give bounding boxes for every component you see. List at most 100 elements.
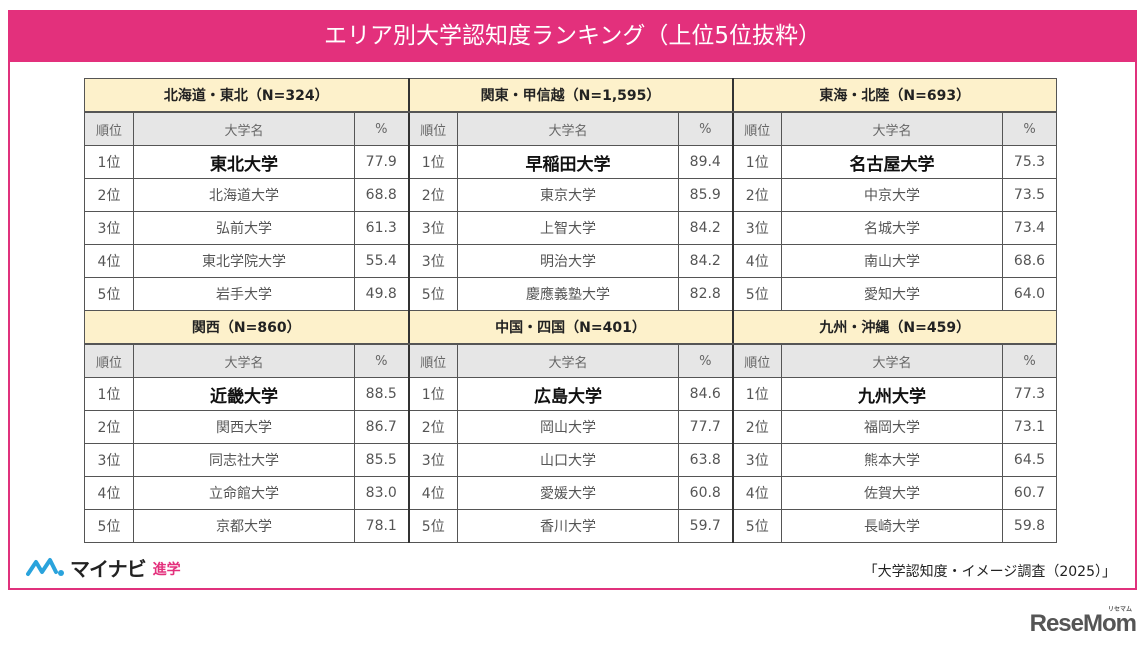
rank-cell: 4位 [407,476,458,510]
university-name-cell: 名城大学 [781,211,1003,245]
rank-cell: 4位 [731,476,782,510]
rank-cell: 1位 [731,377,782,411]
resemom-watermark: ReseMom リセマム [1030,607,1137,638]
percent-cell: 82.8 [678,277,733,311]
percent-cell: 60.8 [678,476,733,510]
percent-cell: 64.5 [1001,443,1058,477]
rank-cell: 5位 [84,509,134,543]
university-name-cell: 東京大学 [457,178,679,212]
column-header-row: 順位 大学名% 順位 大学名% 順位 大学名% [84,343,1058,378]
rank-cell: 5位 [731,509,782,543]
percent-cell: 73.4 [1001,211,1058,245]
column-header-pct: % [354,111,409,146]
watermark-ruby: リセマム [1107,607,1132,613]
university-name-cell: 岩手大学 [133,277,355,311]
percent-cell: 64.0 [1001,277,1058,311]
percent-cell: 68.8 [354,178,409,212]
table-row: 4位 東北学院大学 55.4 3位 明治大学 84.2 4位 南山大学 68.6 [84,244,1058,278]
table-row: 5位 岩手大学 49.8 5位 慶應義塾大学 82.8 5位 愛知大学 64.0 [84,277,1058,311]
column-header-name: 大学名 [457,343,679,378]
rank-cell: 2位 [731,178,782,212]
university-name-cell: 近畿大学 [133,377,355,411]
university-name-cell: 東北大学 [133,145,355,179]
percent-cell: 86.7 [354,410,409,444]
column-header-name: 大学名 [133,343,355,378]
rank-cell: 5位 [407,509,458,543]
percent-cell: 73.5 [1001,178,1058,212]
rank-cell: 1位 [84,377,134,411]
percent-cell: 84.6 [678,377,733,411]
column-header-rank: 順位 [731,343,782,378]
region-title: 中国・四国（N=401） [407,310,733,345]
rank-cell: 5位 [407,277,458,311]
column-header-name: 大学名 [133,111,355,146]
table-row: 2位 関西大学 86.7 2位 岡山大学 77.7 2位 福岡大学 73.1 [84,410,1058,444]
university-name-cell: 愛媛大学 [457,476,679,510]
university-name-cell: 立命館大学 [133,476,355,510]
university-name-cell: 香川大学 [457,509,679,543]
percent-cell: 61.3 [354,211,409,245]
university-name-cell: 山口大学 [457,443,679,477]
rank-cell: 4位 [84,476,134,510]
university-name-cell: 弘前大学 [133,211,355,245]
rank-cell: 3位 [731,211,782,245]
column-header-rank: 順位 [84,343,134,378]
university-name-cell: 広島大学 [457,377,679,411]
column-header-pct: % [1001,343,1058,378]
region-title: 関東・甲信越（N=1,595） [407,78,733,113]
university-name-cell: 岡山大学 [457,410,679,444]
table-row: 3位 弘前大学 61.3 3位 上智大学 84.2 3位 名城大学 73.4 [84,211,1058,245]
percent-cell: 59.8 [1001,509,1058,543]
rank-cell: 2位 [407,178,458,212]
table-row: 1位 近畿大学 88.5 1位 広島大学 84.6 1位 九州大学 77.3 [84,377,1058,411]
university-name-cell: 南山大学 [781,244,1003,278]
column-header-pct: % [678,343,733,378]
page-title: エリア別大学認知度ランキング（上位5位抜粋） [8,10,1137,62]
percent-cell: 59.7 [678,509,733,543]
rank-cell: 4位 [731,244,782,278]
column-header-row: 順位 大学名% 順位 大学名% 順位 大学名% [84,111,1058,146]
university-name-cell: 同志社大学 [133,443,355,477]
rank-cell: 2位 [731,410,782,444]
rank-cell: 3位 [84,211,134,245]
column-header-rank: 順位 [407,343,458,378]
percent-cell: 75.3 [1001,145,1058,179]
column-header-rank: 順位 [84,111,134,146]
rank-cell: 3位 [731,443,782,477]
source-citation: 「大学認知度・イメージ調査（2025）」 [863,564,1116,580]
rank-cell: 1位 [407,377,458,411]
rank-cell: 1位 [84,145,134,179]
mynavi-wave-icon [26,558,64,576]
university-name-cell: 長崎大学 [781,509,1003,543]
percent-cell: 84.2 [678,211,733,245]
ranking-table: 北海道・東北（N=324） 関東・甲信越（N=1,595） 東海・北陸（N=693）… [84,78,1058,543]
column-header-name: 大学名 [781,343,1003,378]
university-name-cell: 上智大学 [457,211,679,245]
university-name-cell: 福岡大学 [781,410,1003,444]
rank-cell: 3位 [84,443,134,477]
region-title: 関西（N=860） [84,310,409,345]
rank-cell: 3位 [407,443,458,477]
table-row: 5位 京都大学 78.1 5位 香川大学 59.7 5位 長崎大学 59.8 [84,509,1058,543]
university-name-cell: 慶應義塾大学 [457,277,679,311]
percent-cell: 73.1 [1001,410,1058,444]
rank-cell: 4位 [84,244,134,278]
rank-cell: 5位 [84,277,134,311]
percent-cell: 60.7 [1001,476,1058,510]
percent-cell: 85.5 [354,443,409,477]
university-name-cell: 名古屋大学 [781,145,1003,179]
percent-cell: 77.7 [678,410,733,444]
percent-cell: 89.4 [678,145,733,179]
rank-cell: 1位 [407,145,458,179]
university-name-cell: 愛知大学 [781,277,1003,311]
university-name-cell: 九州大学 [781,377,1003,411]
rank-cell: 2位 [84,178,134,212]
university-name-cell: 関西大学 [133,410,355,444]
university-name-cell: 京都大学 [133,509,355,543]
university-name-cell: 北海道大学 [133,178,355,212]
region-header-row: 関西（N=860） 中国・四国（N=401） 九州・沖縄（N=459） [84,310,1058,345]
column-header-name: 大学名 [457,111,679,146]
percent-cell: 55.4 [354,244,409,278]
rank-cell: 1位 [731,145,782,179]
region-title: 東海・北陸（N=693） [731,78,1058,113]
